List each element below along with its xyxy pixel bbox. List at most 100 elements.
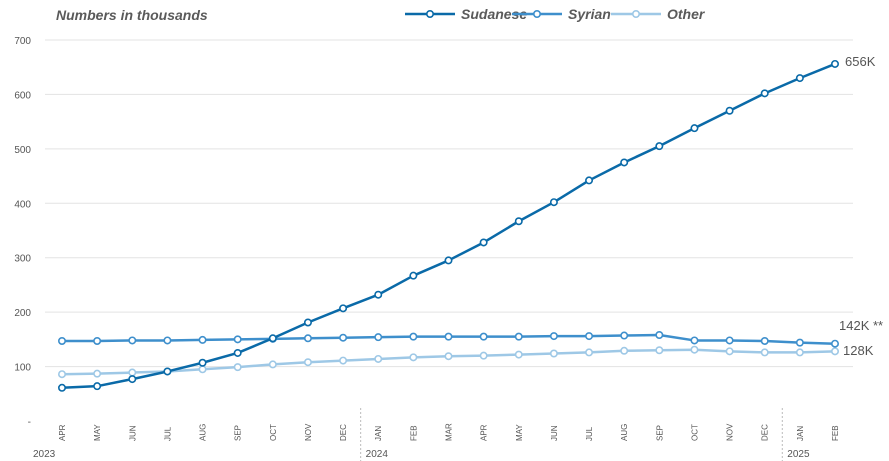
y-axis: - 100 200 300 400 500 600 700 [14, 36, 31, 428]
y-tick-label: 700 [14, 36, 31, 47]
x-tick-label: AUG [620, 424, 629, 441]
data-point-sudanese [620, 158, 629, 167]
end-labels: 656K 142K ** 128K [839, 54, 883, 358]
data-point-other [549, 349, 558, 358]
x-tick-label: JUL [585, 426, 594, 441]
data-point-sudanese [725, 106, 734, 115]
series-layer [57, 59, 839, 392]
data-point-syrian [795, 338, 804, 347]
data-point-syrian [233, 335, 242, 344]
data-point-syrian [549, 332, 558, 341]
data-point-syrian [409, 332, 418, 341]
data-point-other [725, 347, 734, 356]
x-tick-label: FEB [831, 425, 840, 441]
y-tick-label: 600 [14, 90, 31, 101]
year-label: 2023 [33, 449, 56, 460]
data-point-other [339, 356, 348, 365]
data-point-syrian [303, 334, 312, 343]
data-point-other [374, 354, 383, 363]
x-tick-label: NOV [304, 423, 313, 441]
data-point-sudanese [128, 375, 137, 384]
data-point-other [514, 350, 523, 359]
data-point-sudanese [585, 176, 594, 185]
data-point-syrian [163, 336, 172, 345]
x-tick-label: SEP [234, 425, 243, 441]
data-point-other [268, 360, 277, 369]
gridlines [45, 39, 853, 368]
end-label-syrian: 142K ** [839, 318, 883, 333]
x-tick-label: APR [480, 424, 489, 441]
data-point-syrian [128, 336, 137, 345]
data-point-syrian [760, 336, 769, 345]
data-point-sudanese [409, 271, 418, 280]
end-label-sudanese: 656K [845, 54, 876, 69]
data-point-syrian [620, 331, 629, 340]
data-point-other [409, 353, 418, 362]
data-point-sudanese [760, 89, 769, 98]
data-point-sudanese [690, 124, 699, 133]
x-tick-label: OCT [690, 424, 699, 441]
x-tick-label: JUL [163, 426, 172, 441]
data-point-syrian [479, 332, 488, 341]
data-point-other [57, 370, 66, 379]
legend-label-other: Other [667, 6, 706, 22]
data-point-other [760, 348, 769, 357]
data-point-other [233, 363, 242, 372]
data-point-syrian [830, 339, 839, 348]
data-point-other [479, 351, 488, 360]
legend-swatch-marker [532, 10, 541, 19]
data-point-sudanese [444, 256, 453, 265]
data-point-syrian [514, 332, 523, 341]
data-point-sudanese [830, 59, 839, 68]
x-tick-label: SEP [655, 425, 664, 441]
data-point-syrian [57, 336, 66, 345]
data-point-other [585, 348, 594, 357]
x-tick-label: JAN [374, 426, 383, 441]
legend-label-syrian: Syrian [568, 6, 611, 22]
data-point-other [655, 346, 664, 355]
data-point-other [93, 369, 102, 378]
data-point-syrian [339, 333, 348, 342]
x-axis: 2023 2024 2025 APR MAY JUN JUL AUG SEP OCT NOV DEC J… [33, 408, 840, 461]
x-tick-label: JUN [550, 425, 559, 441]
data-point-sudanese [163, 367, 172, 376]
data-point-other [690, 345, 699, 354]
year-label: 2024 [366, 449, 389, 460]
data-point-sudanese [479, 238, 488, 247]
y-tick-label: 400 [14, 199, 31, 210]
data-point-syrian [655, 331, 664, 340]
x-tick-label: AUG [199, 424, 208, 441]
x-tick-label: JUN [128, 425, 137, 441]
data-point-sudanese [514, 217, 523, 226]
data-point-other [303, 358, 312, 367]
legend: Sudanese Syrian Other [405, 6, 706, 22]
data-point-sudanese [57, 383, 66, 392]
legend-swatch-marker [425, 10, 434, 19]
x-tick-label: FEB [409, 425, 418, 441]
data-point-other [830, 347, 839, 356]
y-tick-label: 100 [14, 363, 31, 374]
data-point-syrian [93, 336, 102, 345]
data-point-sudanese [93, 382, 102, 391]
data-point-sudanese [198, 358, 207, 367]
data-point-syrian [374, 333, 383, 342]
data-point-syrian [585, 332, 594, 341]
data-point-other [444, 352, 453, 361]
data-point-syrian [690, 336, 699, 345]
x-tick-label: MAR [445, 423, 454, 441]
y-tick-label: - [28, 417, 31, 428]
data-point-sudanese [268, 334, 277, 343]
x-tick-label: NOV [726, 423, 735, 441]
year-label: 2025 [787, 449, 810, 460]
data-point-sudanese [233, 348, 242, 357]
legend-swatch-marker [631, 10, 640, 19]
y-tick-label: 300 [14, 254, 31, 265]
y-tick-label: 500 [14, 145, 31, 156]
data-point-sudanese [339, 304, 348, 313]
x-tick-label: JAN [796, 426, 805, 441]
y-tick-label: 200 [14, 308, 31, 319]
data-point-sudanese [795, 74, 804, 83]
data-point-sudanese [374, 290, 383, 299]
data-point-other [620, 346, 629, 355]
